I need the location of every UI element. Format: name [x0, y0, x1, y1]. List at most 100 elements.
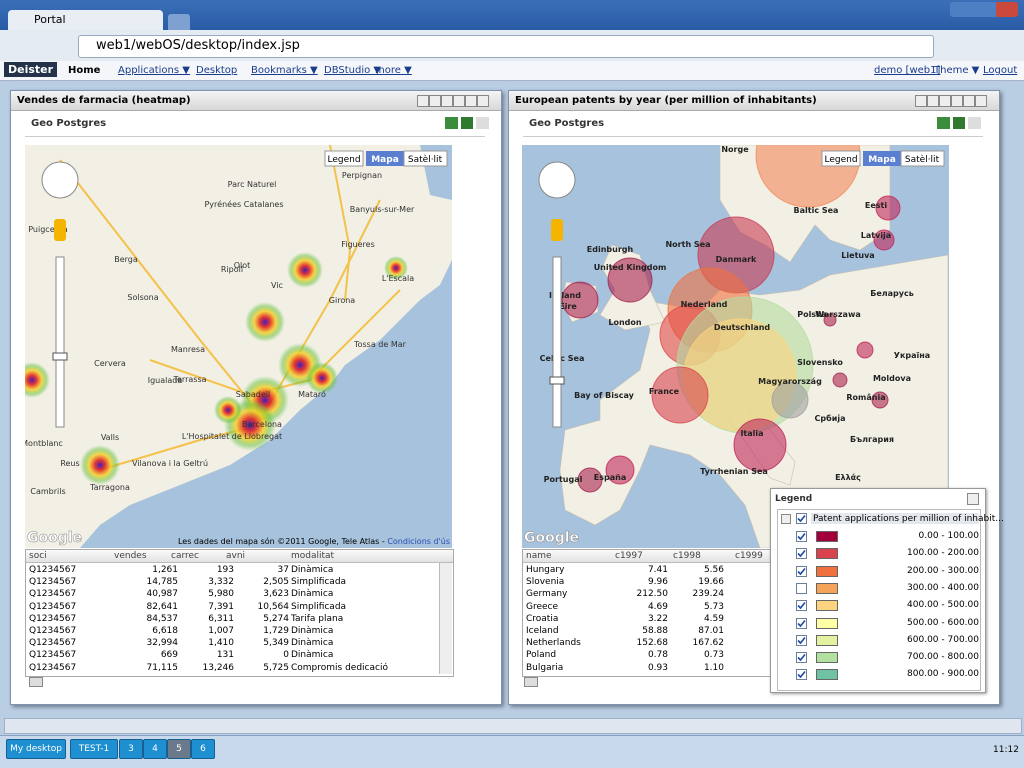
place-label: España: [594, 473, 626, 482]
column-header[interactable]: modalitat: [291, 551, 335, 561]
taskbar-button[interactable]: TEST-1: [70, 739, 118, 759]
menu-item[interactable]: more ▼: [375, 65, 412, 76]
taskbar-button[interactable]: 3: [119, 739, 143, 759]
window-button[interactable]: [975, 95, 987, 107]
map[interactable]: Perpignan Banyuls-sur-Mer Parc Naturel Pyré…: [25, 145, 452, 548]
check-path: [797, 602, 806, 610]
table-cell: Dinàmica: [291, 565, 334, 575]
tab[interactable]: [8, 10, 163, 30]
window-button[interactable]: [939, 95, 951, 107]
table-footer-button[interactable]: [29, 677, 43, 687]
table-cell: Q1234567: [29, 565, 77, 575]
table-cell: Iceland: [526, 626, 559, 636]
new-tab[interactable]: [168, 14, 190, 30]
table-cell: Q1234567: [29, 662, 77, 673]
column-header[interactable]: vendes: [114, 551, 147, 561]
table-cell: 37: [277, 565, 289, 575]
google-logo: Google: [524, 530, 579, 546]
close-button[interactable]: [996, 2, 1018, 17]
window-button[interactable]: [963, 95, 975, 107]
taskbar-button[interactable]: My desktop: [6, 739, 66, 759]
checkbox[interactable]: [796, 652, 807, 664]
taskbar-button[interactable]: 4: [143, 739, 167, 759]
tab-title: Portal: [34, 13, 66, 26]
table-footer-button[interactable]: [524, 677, 538, 687]
address-field[interactable]: [78, 35, 934, 58]
table-cell: 4.59: [703, 613, 724, 624]
place-label: Celtic Sea: [540, 354, 585, 363]
logout-link[interactable]: Logout: [983, 65, 1018, 76]
column-header[interactable]: c1999: [735, 551, 763, 561]
checkbox[interactable]: [796, 600, 807, 612]
check-path: [797, 619, 806, 627]
window-button[interactable]: [441, 95, 453, 107]
terms-link[interactable]: Condicions d'ús: [387, 537, 450, 546]
table-cell: 5,349: [263, 638, 289, 649]
region-circle: [875, 195, 901, 221]
brand[interactable]: Deister: [4, 62, 58, 77]
column-header[interactable]: carrec: [171, 551, 199, 561]
place-label: Olot: [234, 261, 251, 270]
table-cell: Simplificada: [291, 601, 347, 612]
column-header[interactable]: soci: [29, 551, 47, 561]
theme-menu[interactable]: Theme ▼: [934, 65, 980, 76]
column-header[interactable]: name: [526, 551, 552, 561]
checkbox[interactable]: [796, 669, 807, 681]
table-cell: 14,785: [146, 577, 179, 588]
window-button[interactable]: [477, 95, 489, 107]
column-header[interactable]: c1997: [615, 551, 643, 561]
legend-swatch: [816, 669, 838, 681]
checkbox[interactable]: [796, 531, 807, 542]
table-cell: 5,980: [208, 589, 234, 600]
export-icons[interactable]: [937, 117, 981, 129]
place-label: Girona: [329, 296, 356, 305]
window-button[interactable]: [465, 95, 477, 107]
menu-item[interactable]: Applications ▼: [118, 65, 190, 76]
window-button[interactable]: [951, 95, 963, 107]
menu-item[interactable]: DBStudio ▼: [324, 65, 382, 76]
taskbar-button[interactable]: 5: [167, 739, 191, 759]
table-cell: 82,641: [146, 601, 179, 612]
place-label: Nederland: [681, 300, 728, 309]
column-header[interactable]: c1998: [673, 551, 701, 561]
checkbox[interactable]: [796, 565, 807, 577]
table-cell: Germany: [526, 589, 568, 600]
legend-swatch: [816, 582, 838, 594]
export-icons[interactable]: [445, 117, 489, 129]
checkbox[interactable]: [796, 617, 807, 629]
table-cell: 0.93: [647, 662, 668, 673]
region-circle: [733, 418, 787, 472]
place-label: Ripoll: [221, 265, 243, 274]
taskbar-button[interactable]: 6: [191, 739, 215, 759]
checkbox[interactable]: [796, 513, 807, 524]
expander[interactable]: [781, 514, 791, 524]
zoom-slider: [55, 256, 65, 428]
window-button[interactable]: [453, 95, 465, 107]
checkbox[interactable]: [796, 548, 807, 560]
window-button[interactable]: [927, 95, 939, 107]
menu-item[interactable]: Home: [68, 65, 101, 76]
legend-collapse[interactable]: [967, 493, 979, 505]
heat-blob: [214, 396, 242, 424]
region-circle: [561, 281, 599, 319]
table-cell: Bulgaria: [526, 662, 564, 673]
checkbox[interactable]: [796, 634, 807, 646]
menu-item[interactable]: Desktop: [196, 65, 238, 76]
legend-range: 800.00 - 900.00: [907, 669, 979, 680]
window-button[interactable]: [915, 95, 927, 107]
window-button[interactable]: [429, 95, 441, 107]
legend-title: Legend: [775, 494, 813, 504]
place-label: Barcelona: [242, 420, 282, 429]
table-scrollbar[interactable]: [439, 563, 452, 674]
place-label: London: [608, 318, 642, 327]
region-circle: [832, 372, 848, 388]
window-button[interactable]: [417, 95, 429, 107]
table-cell: 669: [160, 650, 178, 661]
column-header[interactable]: avni: [226, 551, 246, 561]
legend-range: 300.00 - 400.00: [907, 582, 979, 593]
user-link[interactable]: demo [web1]: [874, 65, 941, 76]
checkbox[interactable]: [796, 582, 807, 594]
desktop-scrollbar[interactable]: [4, 718, 1022, 734]
menu-item[interactable]: Bookmarks ▼: [251, 65, 318, 76]
